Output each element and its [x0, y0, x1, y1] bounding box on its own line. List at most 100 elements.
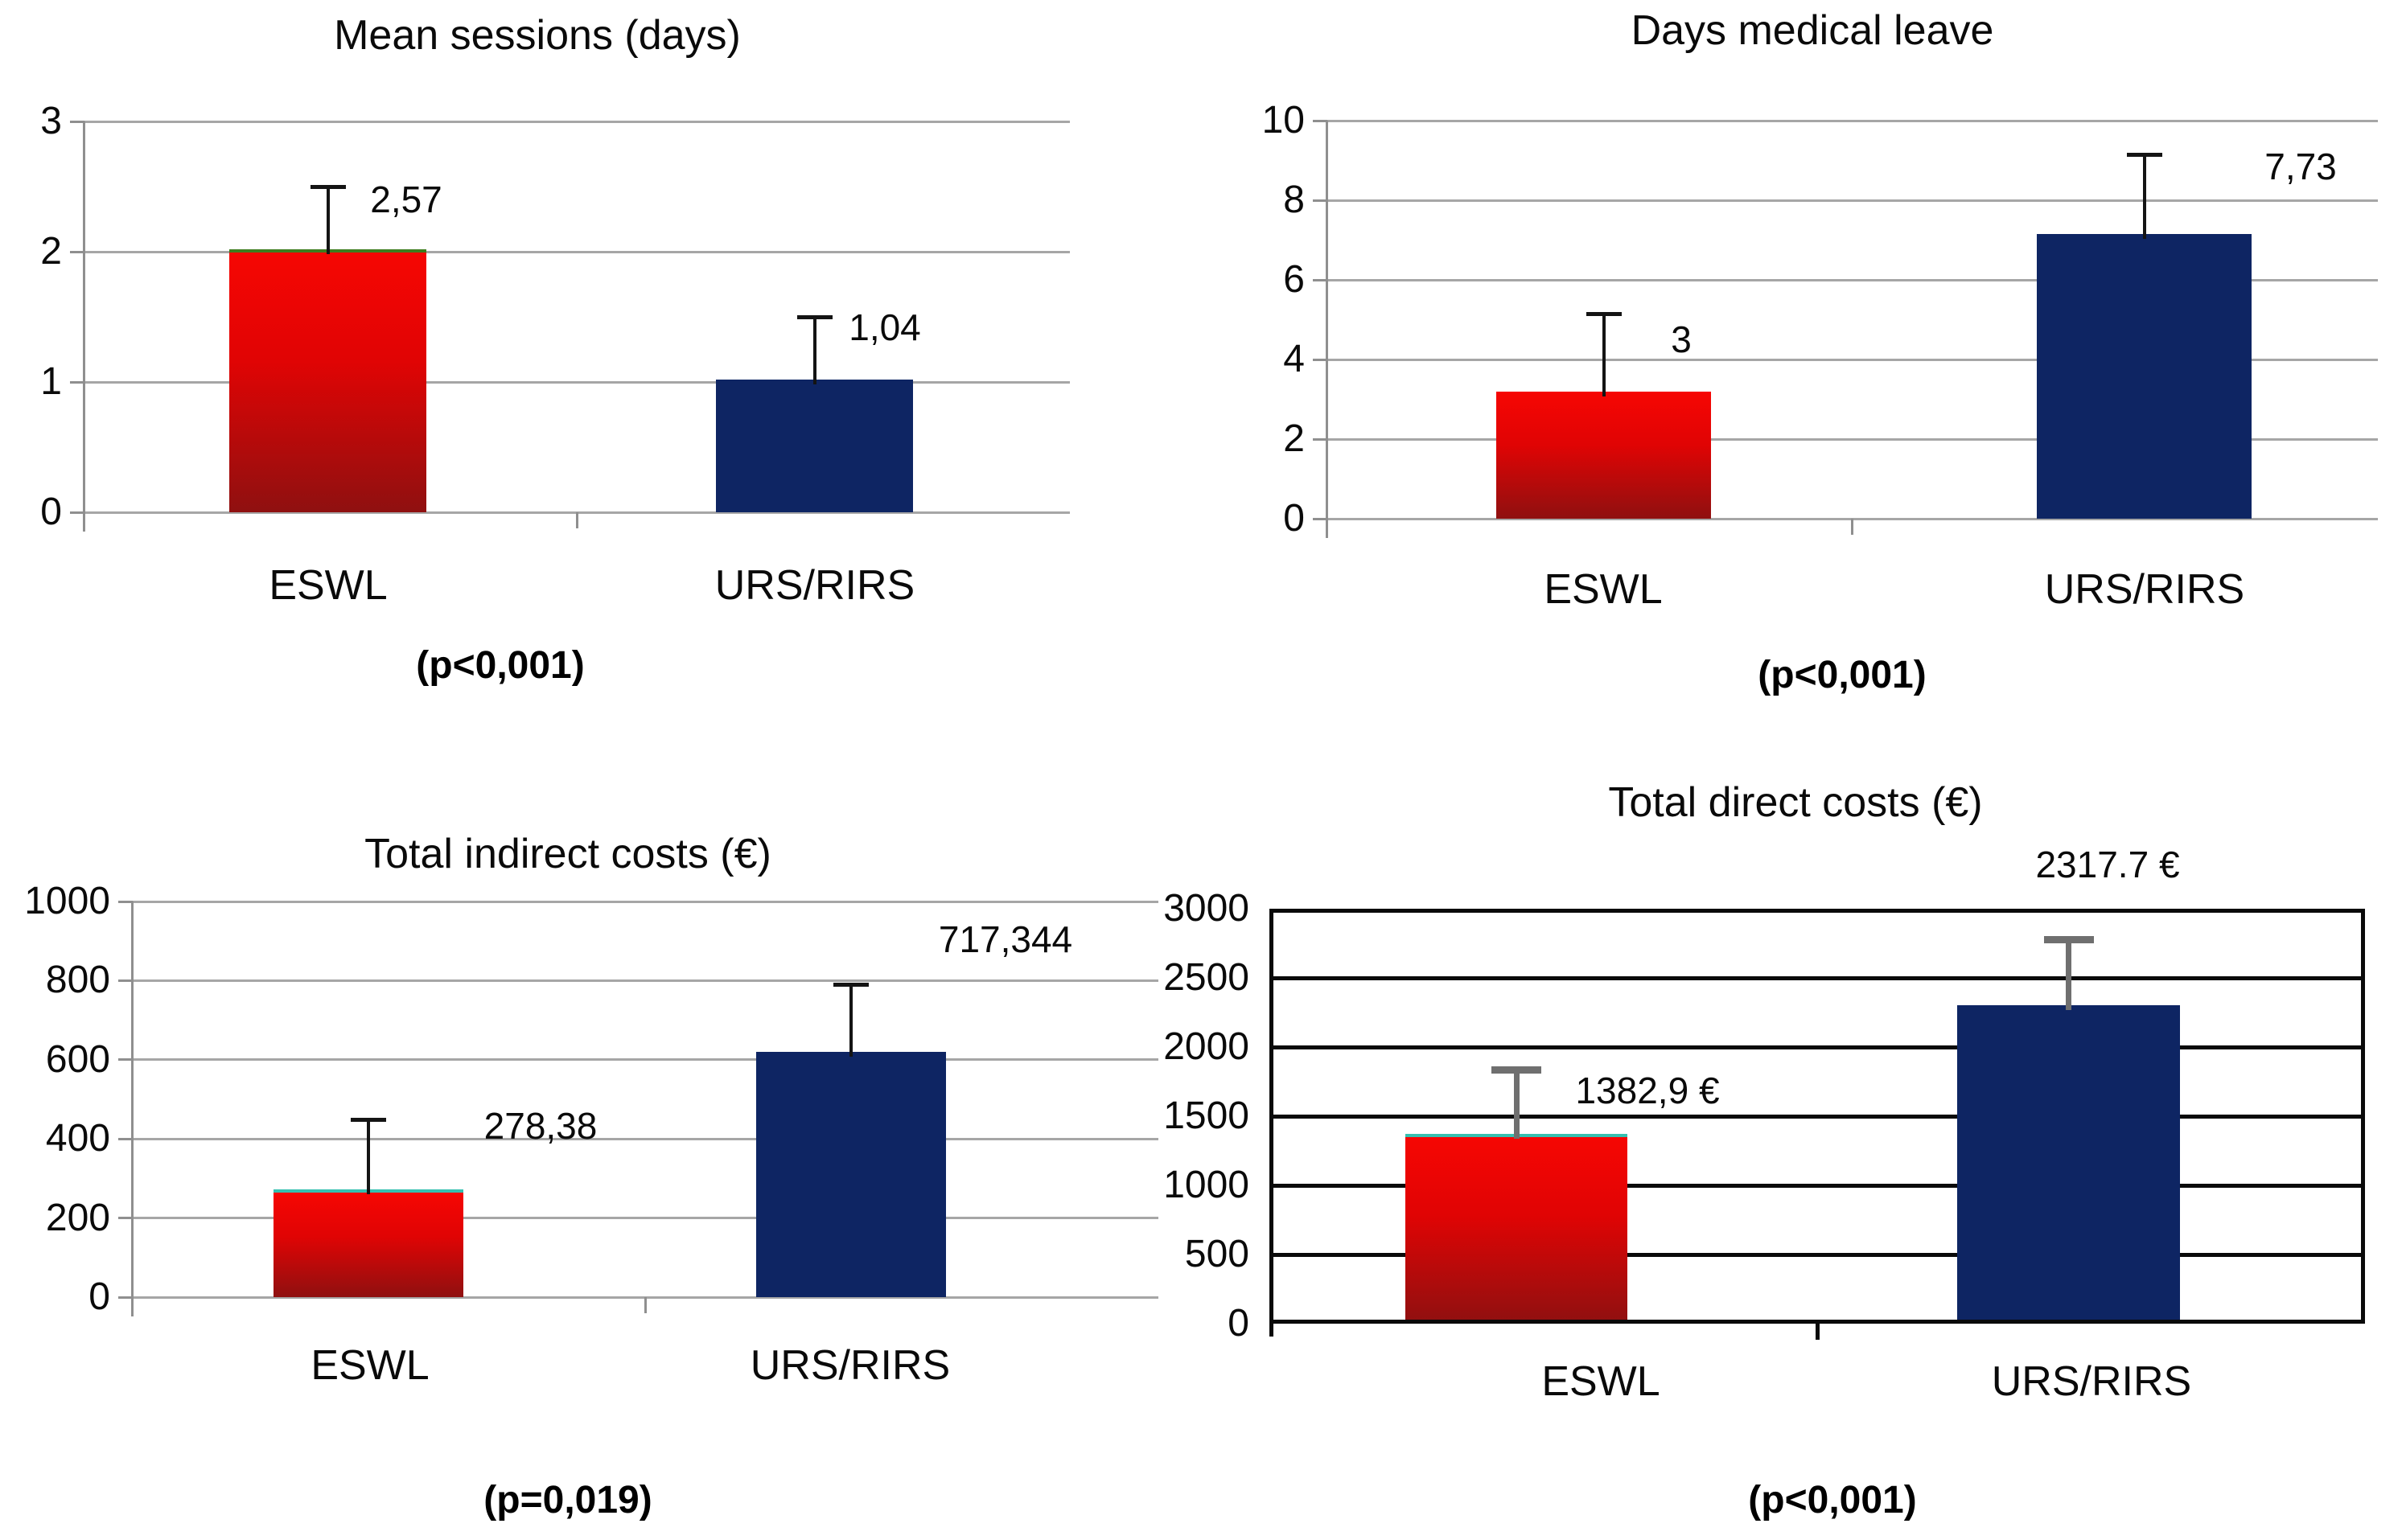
value-label: 2,57: [370, 179, 442, 221]
y-tick-label: 2500: [1163, 956, 1249, 999]
y-axis-tick: [1313, 199, 1327, 202]
bar-eswl: [229, 248, 426, 512]
y-tick-label: 2000: [1163, 1025, 1249, 1068]
bar-urs-rirs: [716, 379, 913, 512]
gridline: [133, 1058, 1158, 1062]
gridline: [1327, 119, 2378, 122]
error-bar-line: [1513, 1067, 1520, 1139]
category-label: URS/RIRS: [2044, 566, 2245, 613]
y-axis-tick: [70, 250, 84, 253]
p-value-label: (p<0,001): [1758, 654, 1927, 696]
y-axis-line: [83, 121, 85, 532]
y-axis-tick: [1313, 119, 1327, 122]
x-axis-left-tick: [1269, 1324, 1273, 1337]
error-bar-line: [812, 317, 816, 384]
y-axis-tick: [1313, 517, 1327, 520]
y-tick-label: 10: [1261, 99, 1305, 142]
y-tick-label: 8: [1283, 179, 1305, 221]
chart-title: Total direct costs (€): [1608, 779, 1983, 826]
bar-urs-rirs: [2037, 234, 2252, 519]
bar-urs-rirs: [756, 1051, 946, 1297]
y-tick-label: 0: [88, 1275, 110, 1318]
category-label: ESWL: [269, 562, 388, 609]
category-label: ESWL: [1541, 1358, 1660, 1405]
gridline: [1269, 975, 2365, 980]
y-tick-label: 1500: [1163, 1094, 1249, 1137]
y-tick-label: 500: [1184, 1233, 1249, 1275]
y-tick-label: 3: [40, 100, 62, 142]
x-axis-mid-tick: [575, 512, 578, 528]
y-tick-label: 600: [45, 1037, 110, 1081]
error-bar-cap: [833, 983, 869, 988]
y-axis-tick: [118, 1137, 133, 1140]
value-label: 717,344: [938, 918, 1073, 960]
error-bar-line: [2066, 938, 2071, 1011]
value-label: 7,73: [2264, 145, 2337, 187]
gridline: [133, 900, 1158, 903]
y-axis-tick: [70, 120, 84, 123]
error-bar-cap: [1491, 1066, 1541, 1074]
gridline: [84, 250, 1070, 253]
p-value-label: (p<0,001): [416, 644, 585, 687]
x-axis-mid-tick: [1851, 519, 1853, 535]
y-tick-label: 1000: [1163, 1164, 1249, 1206]
y-axis-tick: [70, 380, 84, 384]
y-axis-line: [131, 901, 134, 1316]
y-axis-line: [1326, 121, 1328, 538]
gridline: [1269, 1045, 2365, 1049]
y-tick-label: 1: [40, 360, 62, 403]
gridline: [1269, 1183, 2365, 1188]
y-tick-label: 4: [1283, 338, 1305, 380]
y-axis-tick: [118, 1217, 133, 1220]
bar-eswl: [1496, 391, 1711, 519]
value-label: 1,04: [849, 306, 921, 348]
gridline: [1327, 358, 2378, 361]
category-label: ESWL: [311, 1342, 430, 1389]
gridline: [84, 120, 1070, 123]
gridline: [133, 1217, 1158, 1220]
chart-title: Mean sessions (days): [334, 12, 741, 59]
gridline: [1269, 1114, 2365, 1119]
category-label: URS/RIRS: [750, 1342, 951, 1389]
value-label: 3: [1671, 318, 1692, 361]
y-tick-label: 400: [45, 1117, 110, 1160]
y-axis-tick: [118, 900, 133, 903]
error-bar-line: [1602, 314, 1606, 396]
y-tick-label: 1000: [24, 880, 110, 922]
error-bar-line: [367, 1119, 370, 1195]
y-tick-label: 0: [40, 491, 62, 533]
bar-eswl: [274, 1189, 463, 1297]
y-tick-label: 800: [45, 959, 110, 1002]
y-axis-tick: [118, 1296, 133, 1299]
error-bar-line: [849, 984, 853, 1057]
gridline: [1327, 437, 2378, 441]
bar-urs-rirs: [1957, 1005, 2180, 1324]
value-label: 1382,9 €: [1575, 1070, 1720, 1112]
y-axis-tick: [1313, 437, 1327, 441]
error-bar-cap: [2043, 936, 2094, 944]
chart-title: Days medical leave: [1631, 7, 1994, 54]
y-tick-label: 6: [1283, 258, 1305, 301]
y-tick-label: 3000: [1163, 887, 1249, 930]
error-bar-cap: [2126, 153, 2162, 158]
y-tick-label: 200: [45, 1196, 110, 1239]
y-axis-tick: [1313, 278, 1327, 281]
error-bar-cap: [351, 1117, 386, 1122]
gridline: [1327, 278, 2378, 281]
error-bar-line: [2142, 154, 2146, 240]
y-axis-tick: [70, 511, 84, 514]
value-label: 278,38: [483, 1105, 598, 1148]
category-label: URS/RIRS: [1991, 1358, 2192, 1405]
value-label: 2317.7 €: [2035, 843, 2180, 885]
y-tick-label: 0: [1283, 497, 1305, 540]
y-tick-label: 2: [40, 230, 62, 273]
plot-border: [1269, 909, 2365, 1324]
error-bar-line: [326, 187, 330, 254]
p-value-label: (p<0,001): [1748, 1479, 1917, 1522]
p-value-label: (p=0,019): [483, 1479, 652, 1522]
y-tick-label: 0: [1228, 1302, 1249, 1345]
gridline: [84, 380, 1070, 384]
